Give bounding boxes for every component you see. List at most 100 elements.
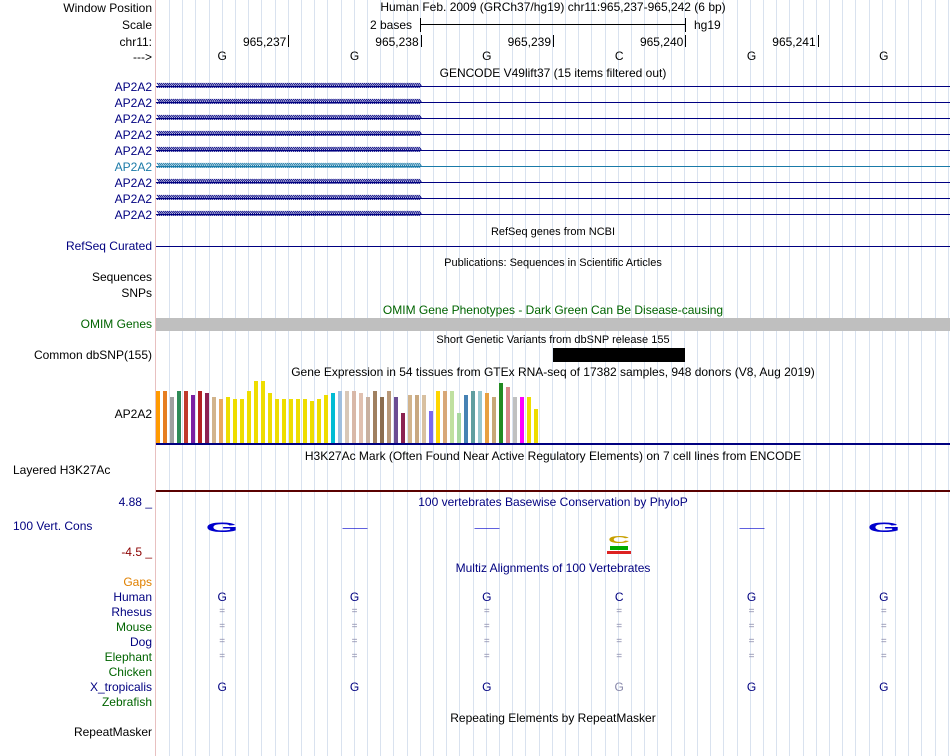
gtex-bar-chart[interactable] (156, 380, 950, 443)
gtex-tissue-bar[interactable] (261, 381, 265, 443)
gtex-tissue-bar[interactable] (429, 411, 433, 443)
multiz-species-label[interactable]: Zebrafish (101, 695, 152, 709)
gtex-tissue-bar[interactable] (478, 391, 482, 443)
multiz-species-label[interactable]: Gaps (123, 575, 152, 589)
h3k27ac-line[interactable] (156, 490, 950, 492)
gtex-label[interactable]: AP2A2 (114, 407, 152, 421)
gencode-transcript[interactable]: ››››››››››››››››››››››››››››››››››››››››… (156, 174, 950, 189)
gencode-transcript[interactable]: ››››››››››››››››››››››››››››››››››››››››… (156, 78, 950, 93)
gtex-tissue-bar[interactable] (513, 397, 517, 443)
gtex-tissue-bar[interactable] (520, 397, 524, 443)
gtex-tissue-bar[interactable] (177, 391, 181, 443)
refseq-gene-line[interactable] (156, 246, 950, 247)
dbsnp-variant[interactable] (553, 348, 685, 362)
gtex-tissue-bar[interactable] (268, 393, 272, 443)
gtex-tissue-bar[interactable] (324, 395, 328, 443)
gtex-tissue-bar[interactable] (506, 387, 510, 443)
dbsnp-title: Short Genetic Variants from dbSNP releas… (436, 334, 670, 346)
repeatmasker-label[interactable]: RepeatMasker (73, 725, 152, 739)
omim-label[interactable]: OMIM Genes (80, 317, 152, 331)
gtex-tissue-bar[interactable] (422, 395, 426, 443)
snps-label[interactable]: SNPs (121, 286, 152, 300)
gtex-tissue-bar[interactable] (450, 391, 454, 443)
omim-bar[interactable] (156, 318, 950, 331)
gencode-transcript-label[interactable]: AP2A2 (114, 176, 152, 190)
gencode-transcript[interactable]: ››››››››››››››››››››››››››››››››››››››››… (156, 158, 950, 173)
gtex-tissue-bar[interactable] (219, 399, 223, 443)
gtex-tissue-bar[interactable] (380, 397, 384, 443)
gtex-tissue-bar[interactable] (331, 393, 335, 443)
multiz-species-label[interactable]: Dog (129, 635, 152, 649)
gencode-transcript[interactable]: ››››››››››››››››››››››››››››››››››››››››… (156, 94, 950, 109)
sequences-label[interactable]: Sequences (91, 270, 152, 284)
grid-line (472, 0, 474, 756)
gtex-tissue-bar[interactable] (492, 397, 496, 443)
gtex-tissue-bar[interactable] (408, 395, 412, 443)
track-image[interactable]: Human Feb. 2009 (GRCh37/hg19) chr11:965,… (156, 0, 950, 756)
gencode-transcript-label[interactable]: AP2A2 (114, 96, 152, 110)
gencode-transcript[interactable]: ››››››››››››››››››››››››››››››››››››››››… (156, 110, 950, 125)
gtex-tissue-bar[interactable] (534, 409, 538, 443)
gencode-transcript-label[interactable]: AP2A2 (114, 160, 152, 174)
gencode-transcript-label[interactable]: AP2A2 (114, 144, 152, 158)
gtex-tissue-bar[interactable] (373, 391, 377, 443)
gtex-tissue-bar[interactable] (485, 393, 489, 443)
gtex-tissue-bar[interactable] (352, 391, 356, 443)
gtex-tissue-bar[interactable] (387, 391, 391, 443)
gencode-transcript[interactable]: ››››››››››››››››››››››››››››››››››››››››… (156, 206, 950, 221)
multiz-species-label[interactable]: Human (113, 590, 152, 604)
gtex-tissue-bar[interactable] (205, 393, 209, 443)
gtex-tissue-bar[interactable] (247, 391, 251, 443)
gtex-tissue-bar[interactable] (359, 393, 363, 443)
gtex-tissue-bar[interactable] (310, 401, 314, 443)
gtex-tissue-bar[interactable] (191, 395, 195, 443)
gencode-transcript[interactable]: ››››››››››››››››››››››››››››››››››››››››… (156, 142, 950, 157)
gencode-transcript-label[interactable]: AP2A2 (114, 80, 152, 94)
gtex-tissue-bar[interactable] (415, 395, 419, 443)
gtex-tissue-bar[interactable] (296, 399, 300, 443)
gtex-tissue-bar[interactable] (527, 397, 531, 443)
gtex-tissue-bar[interactable] (289, 399, 293, 443)
gencode-transcript-label[interactable]: AP2A2 (114, 112, 152, 126)
gencode-transcript[interactable]: ››››››››››››››››››››››››››››››››››››››››… (156, 190, 950, 205)
gtex-tissue-bar[interactable] (156, 391, 160, 443)
gtex-tissue-bar[interactable] (471, 391, 475, 443)
gtex-tissue-bar[interactable] (338, 391, 342, 443)
gtex-tissue-bar[interactable] (317, 399, 321, 443)
multiz-species-label[interactable]: Elephant (104, 650, 152, 664)
gencode-transcript[interactable]: ››››››››››››››››››››››››››››››››››››››››… (156, 126, 950, 141)
gtex-tissue-bar[interactable] (170, 397, 174, 443)
gtex-tissue-bar[interactable] (275, 399, 279, 443)
gencode-transcript-label[interactable]: AP2A2 (114, 192, 152, 206)
gtex-tissue-bar[interactable] (457, 413, 461, 443)
gencode-transcript-label[interactable]: AP2A2 (114, 208, 152, 222)
multiz-species-label[interactable]: Mouse (115, 620, 152, 634)
gtex-tissue-bar[interactable] (443, 391, 447, 443)
multiz-species-label[interactable]: Chicken (108, 665, 152, 679)
h3k27ac-label[interactable]: Layered H3K27Ac (13, 463, 111, 477)
gtex-tissue-bar[interactable] (282, 399, 286, 443)
gtex-tissue-bar[interactable] (184, 391, 188, 443)
gtex-tissue-bar[interactable] (464, 395, 468, 443)
gtex-tissue-bar[interactable] (198, 391, 202, 443)
gtex-tissue-bar[interactable] (366, 397, 370, 443)
multiz-base: = (880, 651, 887, 662)
gtex-tissue-bar[interactable] (226, 397, 230, 443)
gtex-tissue-bar[interactable] (345, 391, 349, 443)
gtex-tissue-bar[interactable] (394, 397, 398, 443)
refseq-label[interactable]: RefSeq Curated (65, 239, 152, 253)
multiz-species-label[interactable]: Rhesus (111, 605, 152, 619)
multiz-species-label[interactable]: X_tropicalis (89, 680, 152, 694)
gtex-tissue-bar[interactable] (233, 399, 237, 443)
gtex-tissue-bar[interactable] (303, 399, 307, 443)
dbsnp-label[interactable]: Common dbSNP(155) (33, 348, 152, 362)
gtex-tissue-bar[interactable] (163, 391, 167, 443)
gtex-tissue-bar[interactable] (436, 391, 440, 443)
gtex-tissue-bar[interactable] (499, 383, 503, 443)
gencode-transcript-label[interactable]: AP2A2 (114, 128, 152, 142)
gtex-tissue-bar[interactable] (240, 399, 244, 443)
gtex-tissue-bar[interactable] (212, 397, 216, 443)
gtex-tissue-bar[interactable] (254, 381, 258, 443)
gtex-tissue-bar[interactable] (401, 413, 405, 443)
conservation-label[interactable]: 100 Vert. Cons (13, 519, 93, 533)
